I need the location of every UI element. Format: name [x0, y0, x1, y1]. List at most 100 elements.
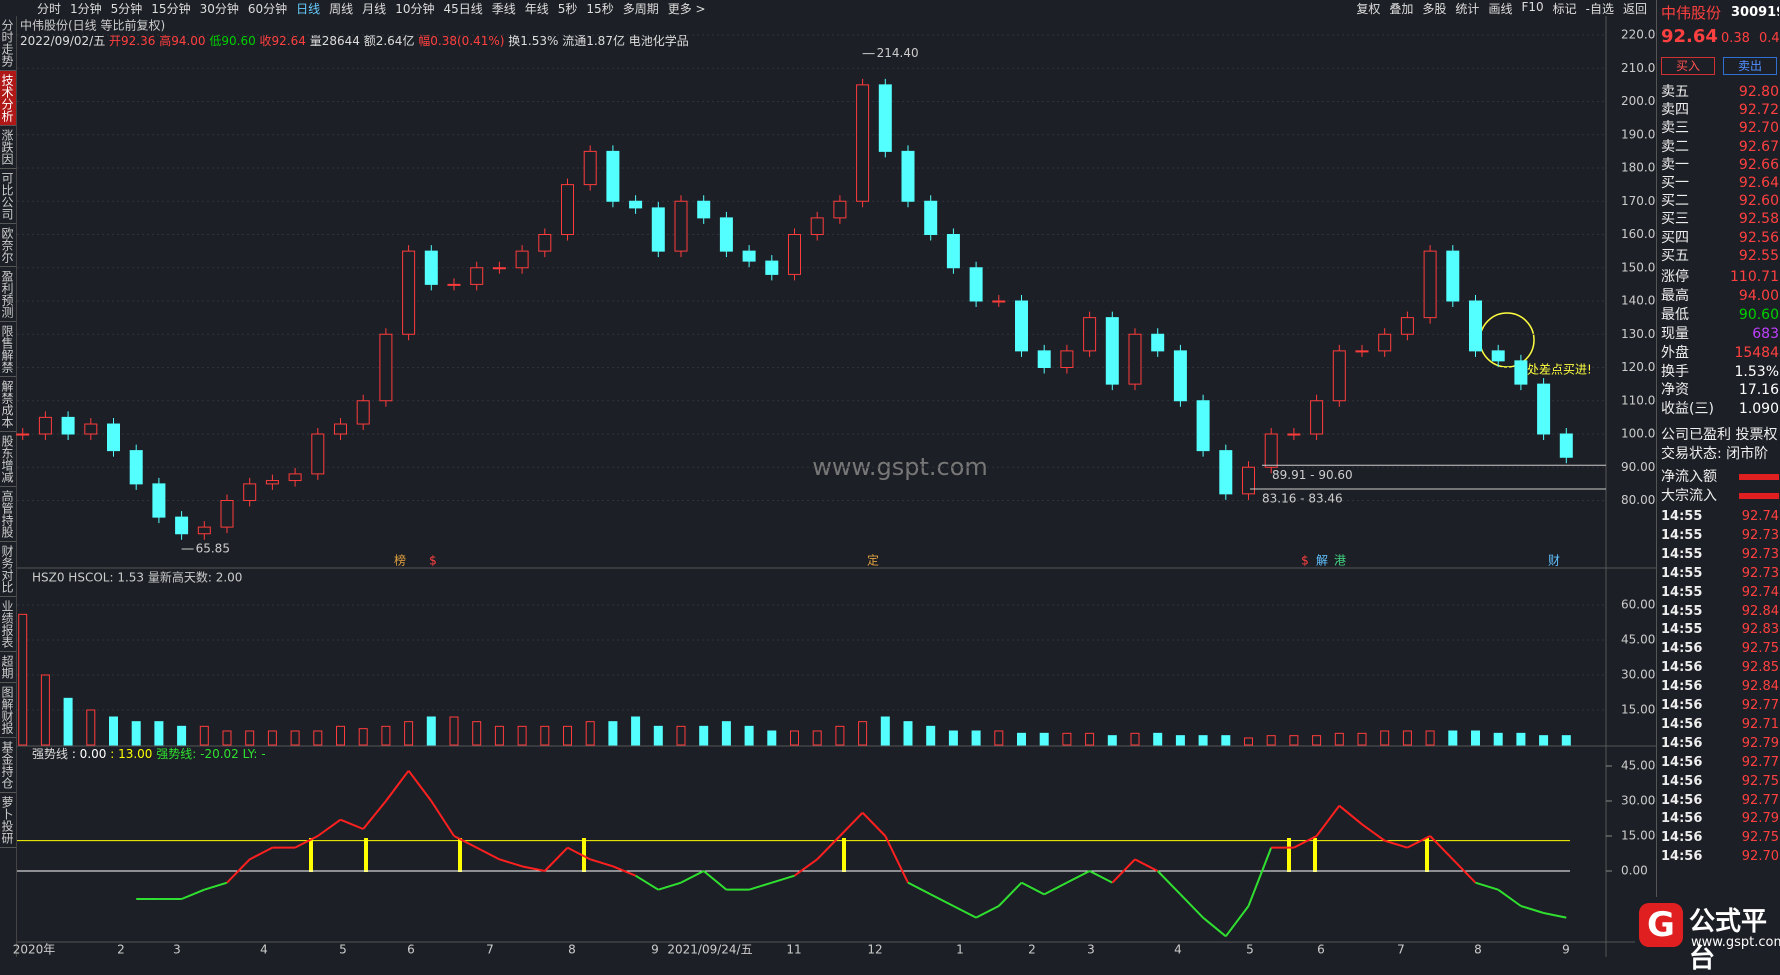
quote-row: 14:56 92.77	[1661, 792, 1779, 810]
menu-bar: 分时 1分钟 5分钟 15分钟 30分钟 60分钟 日线 周线 月线 10分钟 45日线 季线 年线 5秒…	[0, 0, 1656, 16]
menu-item[interactable]: 周线	[329, 2, 354, 16]
menu-item[interactable]: F10	[1521, 0, 1544, 14]
quote-row: 现量 683	[1661, 325, 1779, 343]
candle-body	[1378, 333, 1392, 352]
candle-body	[38, 416, 52, 435]
quote-value: 92.58	[1738, 211, 1779, 228]
menu-item[interactable]: 返回	[1622, 2, 1647, 16]
volume-bar	[835, 725, 845, 746]
candle-body	[924, 200, 938, 235]
tab[interactable]: 欧奈尔	[0, 224, 16, 267]
menu-item[interactable]: 分时	[37, 2, 62, 16]
indicator-segment	[884, 835, 909, 884]
indicator-segment	[703, 870, 728, 891]
volume-bar	[517, 725, 527, 746]
tab[interactable]: 业绩报表	[0, 597, 16, 652]
tab[interactable]: 股东增减	[0, 432, 16, 487]
candle-body	[492, 267, 506, 270]
menu-item[interactable]: 更多 >	[667, 2, 706, 16]
low-label: 65.85	[196, 542, 230, 556]
x-tick-label: 2	[1028, 943, 1036, 957]
candle-body	[61, 416, 75, 435]
menu-item[interactable]: 季线	[491, 2, 516, 16]
tab[interactable]: 盈利预测	[0, 267, 16, 322]
quote-value: 17.16	[1738, 382, 1779, 399]
menu-item[interactable]: 15秒	[586, 2, 614, 16]
menu-item[interactable]: 标记	[1552, 2, 1577, 16]
chart: 中伟股份(日线 等比前复权) www.gspt.com 此处差点买进! HSZ0…	[13, 16, 1656, 957]
menu-item[interactable]: 5分钟	[110, 2, 143, 16]
menu-item[interactable]: 日线	[296, 2, 321, 16]
indicator-segment	[930, 893, 954, 907]
indicator-segment	[975, 905, 1000, 919]
info-line: 2022/09/02/五 开92.36 高94.00 低90.60 收92.64…	[20, 33, 689, 48]
indicator-segment	[1156, 870, 1182, 896]
volume-bar	[1380, 730, 1390, 746]
tab[interactable]: 财务对比	[0, 542, 16, 597]
tab[interactable]: 分时走势	[0, 16, 16, 71]
indicator-segment	[249, 846, 273, 861]
indicator-segment	[589, 858, 614, 868]
candle-body	[1355, 350, 1369, 353]
quote-label: 公司已盈利 投票权	[1661, 427, 1778, 443]
menu-item[interactable]: 5秒	[557, 2, 578, 16]
quote-label: 14:56	[1661, 660, 1703, 676]
quote-label: 卖四	[1661, 102, 1689, 119]
indicator-segment	[1021, 881, 1045, 896]
y-tick-label: 160.0	[1621, 227, 1655, 241]
tab[interactable]: 萝卜投研	[0, 793, 16, 848]
menu-item[interactable]: 多股	[1422, 2, 1447, 16]
tab[interactable]: 高管持股	[0, 487, 16, 542]
candle-body	[1105, 317, 1119, 385]
sell-button[interactable]: 卖出	[1723, 57, 1777, 75]
indicator-item: : 0.00	[72, 747, 110, 761]
menu-item[interactable]: 复权	[1356, 2, 1381, 16]
volume-bar	[1312, 735, 1322, 746]
volume-bar	[1062, 732, 1072, 746]
menu-item[interactable]: 月线	[362, 2, 387, 16]
tab[interactable]: 限售解禁	[0, 322, 16, 377]
menu-item[interactable]: 60分钟	[247, 2, 288, 16]
tab[interactable]: 涨跌因	[0, 126, 16, 169]
indicator-segment	[567, 846, 591, 861]
menu-item[interactable]: 15分钟	[151, 2, 191, 16]
quote-row: 14:56 92.77	[1661, 697, 1779, 715]
menu-item[interactable]: 1分钟	[70, 2, 102, 16]
tab[interactable]: 可比公司	[0, 169, 16, 224]
indicator-segment	[861, 811, 887, 837]
y-tick-label: 110.0	[1621, 393, 1655, 407]
tab[interactable]: 基金持仓	[0, 738, 16, 793]
quote-label: 14:55	[1661, 565, 1703, 581]
menu-item[interactable]: 45日线	[443, 2, 483, 16]
tab[interactable]: 图解财报	[0, 683, 16, 738]
quote-row: 14:55 92.73	[1661, 565, 1779, 583]
x-tick-label: 6	[407, 943, 415, 957]
menu-item[interactable]: 画线	[1488, 2, 1513, 16]
menu-item[interactable]: 30分钟	[199, 2, 239, 16]
menu-item[interactable]: 年线	[524, 2, 549, 16]
indicator-segment	[294, 835, 319, 849]
tab[interactable]: 解禁成本	[0, 377, 16, 432]
x-tick-label: 1	[956, 943, 964, 957]
menu-item[interactable]: 叠加	[1389, 2, 1414, 16]
event-marker: $	[1301, 554, 1309, 568]
volume-bar	[86, 709, 96, 746]
candle-body	[1037, 350, 1051, 368]
buy-button[interactable]: 买入	[1661, 57, 1715, 75]
tab[interactable]: 技术分析	[0, 71, 16, 126]
quote-row: 14:56 92.79	[1661, 810, 1779, 828]
indicator-segment	[453, 835, 478, 849]
quote-row: 14:56 92.84	[1661, 678, 1779, 696]
menu-item[interactable]: -自选	[1585, 2, 1614, 16]
volume-bar	[744, 725, 754, 746]
menu-item[interactable]: 多周期	[622, 2, 659, 16]
tab[interactable]: 超期	[0, 652, 16, 683]
volume-bar	[1425, 730, 1435, 746]
menu-item[interactable]: 10分钟	[395, 2, 435, 16]
quote-label: 14:55	[1661, 603, 1703, 619]
candle-body	[697, 200, 711, 219]
quote-label: 14:56	[1661, 754, 1703, 770]
indicator-segment	[1089, 870, 1113, 884]
indicator-segment	[1043, 881, 1068, 896]
menu-item[interactable]: 统计	[1455, 2, 1480, 16]
